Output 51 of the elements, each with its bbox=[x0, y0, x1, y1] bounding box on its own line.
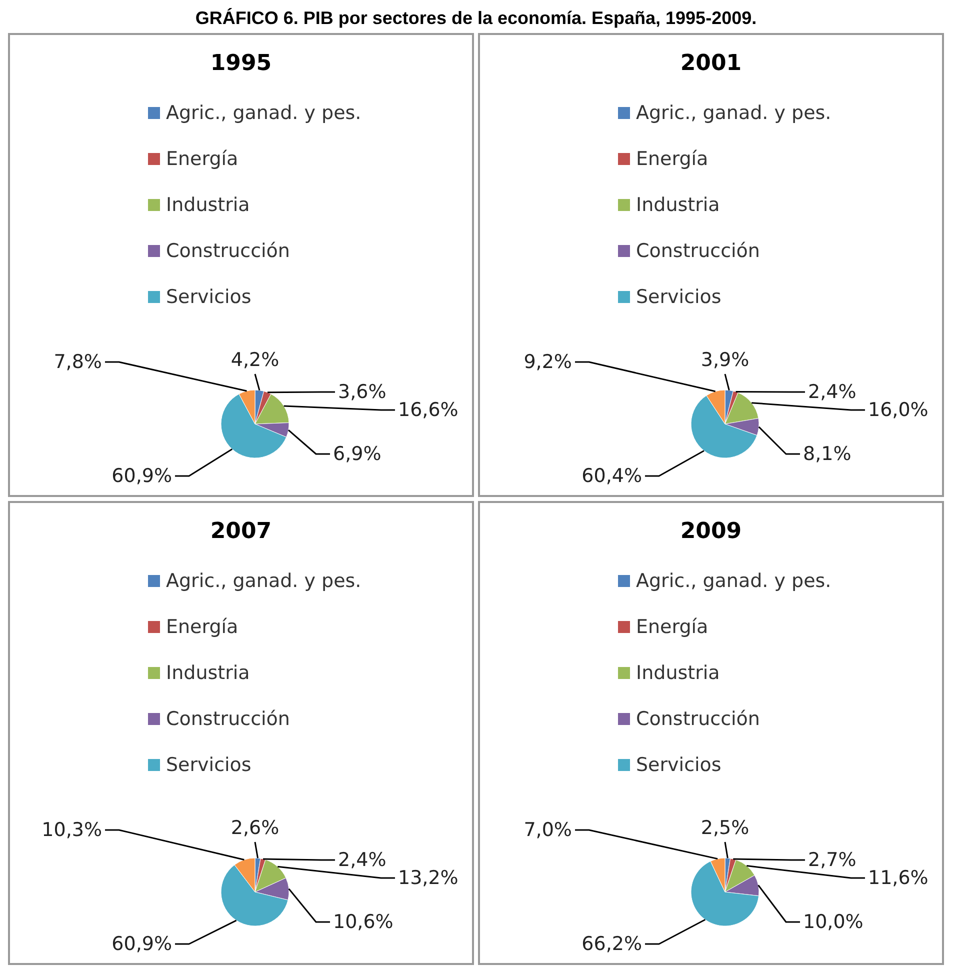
legend-label: Industria bbox=[166, 194, 250, 216]
pie-slice bbox=[220, 394, 287, 458]
legend-label: Construcción bbox=[636, 708, 760, 730]
legend-label: Agric., ganad. y pes. bbox=[166, 102, 362, 124]
data-label: 2,5% bbox=[700, 817, 750, 839]
legend-label: Energía bbox=[166, 148, 238, 170]
legend-label: Agric., ganad. y pes. bbox=[166, 570, 362, 592]
data-label: 60,4% bbox=[582, 465, 642, 487]
legend-label: Agric., ganad. y pes. bbox=[636, 570, 832, 592]
pie-slice bbox=[690, 860, 760, 926]
legend-label: Industria bbox=[166, 662, 250, 684]
data-label: 10,3% bbox=[42, 819, 102, 841]
chart-title: 2007 bbox=[209, 519, 273, 544]
legend-label: Servicios bbox=[166, 754, 252, 776]
text: GRÁFICO 6. PIB por sectores de la economía. España, 1995-2009. bbox=[194, 8, 758, 29]
legend-label: Servicios bbox=[166, 286, 252, 308]
data-label: 16,0% bbox=[868, 399, 928, 421]
legend-label: Construcción bbox=[166, 708, 290, 730]
legend-label: Agric., ganad. y pes. bbox=[636, 102, 832, 124]
legend-label: Energía bbox=[166, 616, 238, 638]
chart-title: 1995 bbox=[209, 51, 273, 76]
legend-label: Servicios bbox=[636, 286, 722, 308]
legend-label: Energía bbox=[636, 616, 708, 638]
data-label: 2,6% bbox=[230, 817, 280, 839]
legend-label: Servicios bbox=[636, 754, 722, 776]
data-label: 60,9% bbox=[112, 933, 172, 955]
data-label: 60,9% bbox=[112, 465, 172, 487]
legend-label: Energía bbox=[636, 148, 708, 170]
data-label: 13,2% bbox=[398, 867, 458, 889]
chart-title: 2001 bbox=[679, 51, 743, 76]
data-label: 10,0% bbox=[803, 911, 864, 933]
data-label: 4,2% bbox=[230, 349, 280, 371]
chart-title: 2009 bbox=[679, 519, 743, 544]
data-label: 2,4% bbox=[338, 849, 386, 871]
data-label: 16,6% bbox=[398, 399, 458, 421]
data-label: 2,7% bbox=[808, 849, 856, 871]
data-label: 8,1% bbox=[803, 443, 852, 465]
legend-label: Industria bbox=[636, 662, 720, 684]
data-label: 7,0% bbox=[524, 819, 572, 841]
data-label: 2,4% bbox=[808, 381, 856, 403]
data-label: 66,2% bbox=[582, 933, 642, 955]
data-label: 7,8% bbox=[54, 351, 102, 373]
data-label: 11,6% bbox=[868, 867, 928, 889]
data-label: 6,9% bbox=[333, 443, 382, 465]
legend-label: Industria bbox=[636, 194, 720, 216]
data-label: 10,6% bbox=[333, 911, 394, 933]
data-label: 3,6% bbox=[338, 381, 386, 403]
data-label: 3,9% bbox=[700, 349, 750, 371]
legend-label: Construcción bbox=[636, 240, 760, 262]
data-label: 9,2% bbox=[524, 351, 572, 373]
legend-label: Construcción bbox=[166, 240, 290, 262]
